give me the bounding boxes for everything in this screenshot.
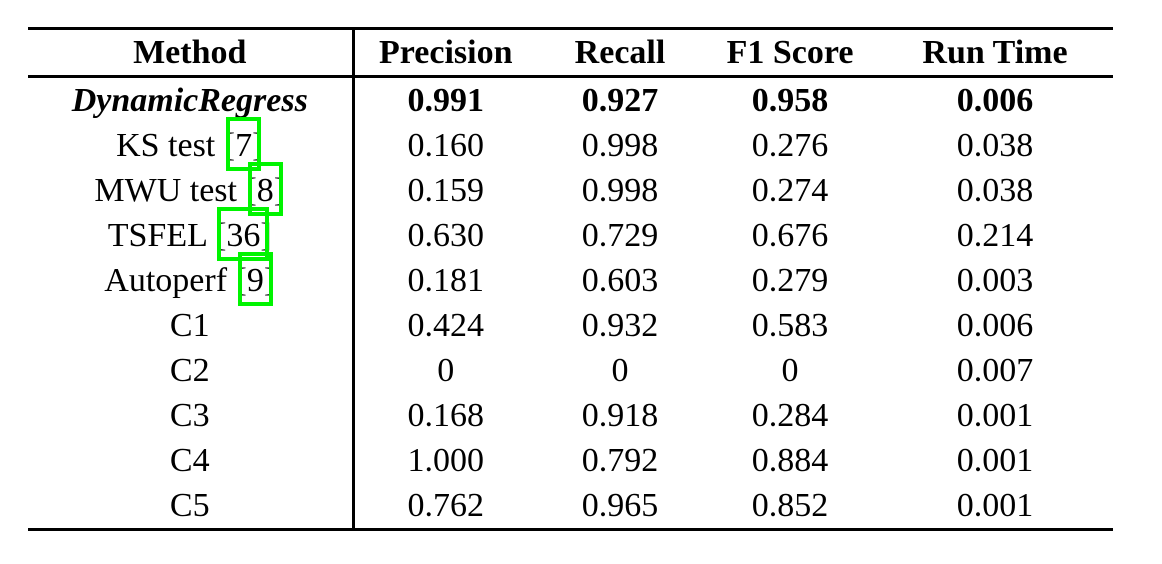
method-name: C1 — [169, 306, 210, 344]
f1-score-cell: 0.884 — [751, 441, 829, 479]
method-cell: C1 — [28, 303, 355, 348]
run-time-cell: 0.214 — [956, 216, 1034, 254]
f1-score-cell: 0.852 — [751, 486, 829, 524]
citation-link[interactable]: 8 — [247, 161, 283, 216]
precision-cell: 0.424 — [407, 306, 485, 344]
run-time-cell: 0.007 — [956, 351, 1034, 389]
table-row-autoperf: Autoperf [9] 0.181 0.603 0.279 0.003 — [28, 251, 1113, 306]
header-row: Method Precision Recall F1 Score Run Tim… — [28, 28, 1113, 77]
method-name-suffix: ] — [263, 261, 276, 299]
table-row-c2: C2 0 0 0 0.007 — [28, 348, 1113, 393]
run-time-cell: 0.006 — [956, 306, 1034, 344]
run-time-cell: 0.001 — [956, 441, 1034, 479]
method-name: KS test [ — [116, 126, 236, 164]
precision-cell: 1.000 — [407, 441, 485, 479]
recall-cell: 0.918 — [581, 396, 659, 434]
method-cell: DynamicRegress — [28, 76, 355, 123]
precision-cell: 0.630 — [407, 216, 485, 254]
table-row-ks-test: KS test [7] 0.160 0.998 0.276 0.038 — [28, 116, 1113, 171]
method-cell: Autoperf [9] — [28, 251, 355, 306]
f1-score-cell: 0.676 — [751, 216, 829, 254]
col-header-run-time: Run Time — [922, 33, 1068, 71]
recall-cell: 0.729 — [581, 216, 659, 254]
f1-score-cell: 0.284 — [751, 396, 829, 434]
method-name: Autoperf [ — [104, 261, 247, 299]
method-name-suffix: ] — [252, 126, 264, 164]
run-time-cell: 0.038 — [956, 126, 1034, 164]
table-row-c5: C5 0.762 0.965 0.852 0.001 — [28, 483, 1113, 530]
method-name-suffix: ] — [273, 171, 286, 209]
recall-cell: 0 — [611, 351, 629, 389]
f1-score-cell: 0 — [781, 351, 799, 389]
results-table: Method Precision Recall F1 Score Run Tim… — [28, 27, 1113, 531]
col-header-recall: Recall — [574, 33, 666, 71]
method-cell: KS test [7] — [28, 116, 355, 171]
method-cell: C4 — [28, 438, 355, 483]
table-row-c3: C3 0.168 0.918 0.284 0.001 — [28, 393, 1113, 438]
method-name: C3 — [169, 396, 210, 434]
precision-cell: 0.181 — [407, 261, 485, 299]
recall-cell: 0.603 — [581, 261, 659, 299]
run-time-cell: 0.001 — [956, 396, 1034, 434]
precision-cell: 0.168 — [407, 396, 485, 434]
precision-cell: 0.762 — [407, 486, 485, 524]
run-time-cell: 0.006 — [956, 81, 1034, 119]
table-row-c1: C1 0.424 0.932 0.583 0.006 — [28, 303, 1113, 348]
table-row-tsfel: TSFEL [36] 0.630 0.729 0.676 0.214 — [28, 206, 1113, 261]
recall-cell: 0.998 — [581, 126, 659, 164]
method-cell: C5 — [28, 483, 355, 530]
col-header-method: Method — [28, 28, 355, 77]
method-name: TSFEL [ — [107, 216, 227, 254]
f1-score-cell: 0.279 — [751, 261, 829, 299]
method-cell: C2 — [28, 348, 355, 393]
recall-cell: 0.927 — [581, 81, 659, 119]
precision-cell: 0.159 — [407, 171, 485, 209]
precision-cell: 0.160 — [407, 126, 485, 164]
precision-cell: 0 — [437, 351, 455, 389]
recall-cell: 0.932 — [581, 306, 659, 344]
method-name: MWU test [ — [94, 171, 257, 209]
col-header-precision: Precision — [379, 33, 513, 71]
method-name-suffix: ] — [260, 216, 272, 254]
method-cell: TSFEL [36] — [28, 206, 355, 261]
recall-cell: 0.792 — [581, 441, 659, 479]
citation-link[interactable]: 7 — [226, 116, 262, 171]
method-cell: C3 — [28, 393, 355, 438]
run-time-cell: 0.001 — [956, 486, 1034, 524]
citation-link[interactable]: 9 — [237, 251, 273, 306]
method-cell: MWU test [8] — [28, 161, 355, 216]
recall-cell: 0.998 — [581, 171, 659, 209]
run-time-cell: 0.038 — [956, 171, 1034, 209]
precision-cell: 0.991 — [407, 81, 485, 119]
method-name: DynamicRegress — [71, 81, 308, 119]
method-name: C4 — [169, 441, 210, 479]
table-row-c4: C4 1.000 0.792 0.884 0.001 — [28, 438, 1113, 483]
table-row-dynamicregress: DynamicRegress 0.991 0.927 0.958 0.006 — [28, 76, 1113, 123]
recall-cell: 0.965 — [581, 486, 659, 524]
method-name: C5 — [169, 486, 210, 524]
f1-score-cell: 0.274 — [751, 171, 829, 209]
citation-link[interactable]: 36 — [217, 206, 270, 261]
col-header-f1-score: F1 Score — [726, 33, 854, 71]
method-name: C2 — [169, 351, 210, 389]
f1-score-cell: 0.276 — [751, 126, 829, 164]
f1-score-cell: 0.583 — [751, 306, 829, 344]
run-time-cell: 0.003 — [956, 261, 1034, 299]
table-row-mwu-test: MWU test [8] 0.159 0.998 0.274 0.038 — [28, 161, 1113, 216]
f1-score-cell: 0.958 — [751, 81, 829, 119]
